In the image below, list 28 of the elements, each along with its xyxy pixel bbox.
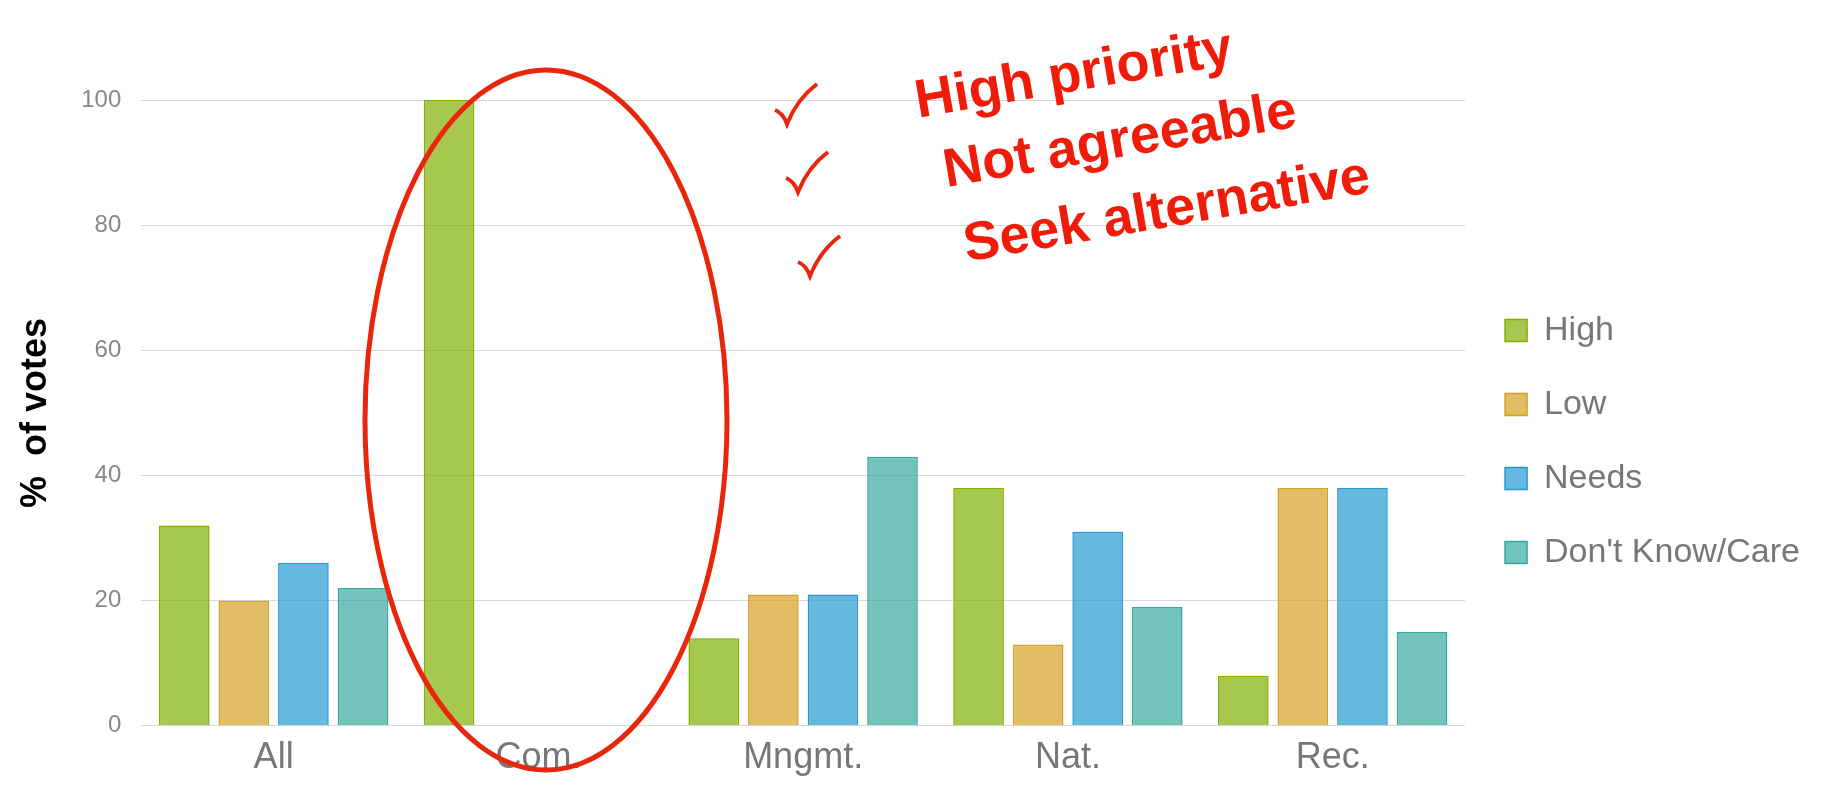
- legend-label: Don't Know/Care: [1544, 530, 1801, 569]
- bar: [1012, 644, 1064, 726]
- bar: [748, 594, 799, 726]
- legend-label: Low: [1544, 382, 1607, 421]
- bar: [278, 563, 329, 726]
- bar: [1218, 675, 1269, 726]
- y-tick-label: 20: [94, 585, 122, 613]
- y-axis-title: % of votes: [12, 317, 54, 508]
- bar: [158, 525, 210, 726]
- bar: [218, 600, 270, 726]
- y-tick-label: 60: [94, 334, 122, 362]
- bar: [1072, 531, 1124, 726]
- y-tick-label: 80: [94, 209, 122, 237]
- y-tick-label: 40: [94, 460, 122, 488]
- bar: [1396, 631, 1448, 726]
- legend-label: High: [1544, 308, 1614, 347]
- y-tick-label: 0: [107, 710, 122, 738]
- x-tick-label: Mngmt.: [743, 735, 864, 777]
- y-tick-label: 100: [81, 84, 122, 112]
- x-tick-label: Rec.: [1295, 735, 1370, 777]
- bar: [1277, 488, 1329, 726]
- legend-label: Needs: [1544, 456, 1643, 495]
- bar: [1131, 606, 1183, 726]
- bar: [807, 594, 859, 726]
- bar: [337, 588, 389, 726]
- x-tick-label: All: [253, 735, 294, 777]
- bar: [688, 638, 740, 726]
- x-tick-label: Nat.: [1034, 735, 1101, 777]
